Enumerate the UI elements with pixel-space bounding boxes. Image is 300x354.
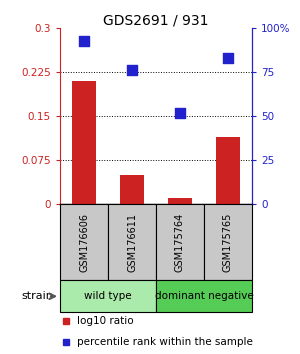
Title: GDS2691 / 931: GDS2691 / 931 — [103, 13, 209, 27]
Bar — [60, 204, 108, 280]
Text: GSM176611: GSM176611 — [127, 213, 137, 272]
Bar — [120, 175, 144, 204]
Text: log10 ratio: log10 ratio — [77, 316, 134, 326]
Text: wild type: wild type — [84, 291, 132, 301]
Bar — [216, 137, 240, 204]
Text: percentile rank within the sample: percentile rank within the sample — [77, 337, 253, 347]
Point — [130, 68, 134, 73]
Bar — [168, 198, 192, 204]
Point — [82, 38, 86, 44]
Text: GSM175765: GSM175765 — [223, 212, 233, 272]
Bar — [204, 204, 252, 280]
Text: GSM176606: GSM176606 — [79, 213, 89, 272]
Text: GSM175764: GSM175764 — [175, 212, 185, 272]
Text: strain: strain — [22, 291, 53, 301]
Bar — [156, 204, 204, 280]
Point — [226, 55, 230, 61]
Bar — [156, 280, 252, 312]
Bar — [60, 280, 156, 312]
Text: dominant negative: dominant negative — [154, 291, 254, 301]
Point — [178, 110, 182, 115]
Bar — [72, 81, 96, 204]
Bar — [108, 204, 156, 280]
